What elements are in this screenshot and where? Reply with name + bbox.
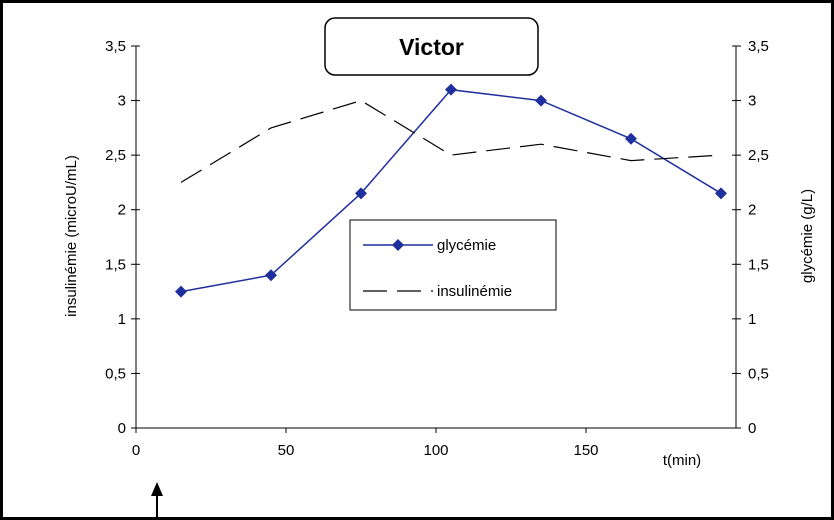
y-axis-label-right: glycémie (g/L) bbox=[799, 189, 816, 283]
y-tick-label-right: 1 bbox=[748, 311, 756, 328]
legend-insulinemie-label: insulinémie bbox=[437, 283, 512, 300]
data-point-glycemie bbox=[175, 285, 187, 298]
legend-glycemie-marker bbox=[392, 239, 404, 251]
plot-area: 0 00,5 0,51 11,5 1,52 22,5 2,53 33,5 3,50 50 100 15… bbox=[105, 38, 769, 459]
legend: glycémie insulinémie bbox=[349, 219, 557, 311]
y-tick-label-left: 3,5 bbox=[105, 38, 126, 55]
title-frame bbox=[324, 17, 539, 76]
y-axis-label-left: insulinémie (microU/mL) bbox=[63, 155, 80, 317]
data-point-glycemie bbox=[445, 83, 457, 96]
legend-box bbox=[349, 219, 557, 311]
title-box: Victor bbox=[324, 17, 539, 76]
y-tick-label-right: 2 bbox=[748, 202, 756, 219]
y-tick-label-left: 1,5 bbox=[105, 256, 126, 273]
x-tick-label: 0 bbox=[132, 442, 140, 459]
x-axis-label: t(min) bbox=[663, 452, 701, 469]
y-tick-label-right: 1,5 bbox=[748, 256, 769, 273]
data-point-glycemie bbox=[715, 187, 727, 200]
x-tick-label: 150 bbox=[573, 442, 598, 459]
data-point-glycemie bbox=[535, 94, 547, 107]
y-tick-label-right: 0,5 bbox=[748, 365, 769, 382]
y-tick-label-left: 3 bbox=[118, 93, 126, 110]
y-tick-label-right: 3,5 bbox=[748, 38, 769, 55]
x-tick-label: 50 bbox=[278, 442, 295, 459]
data-point-glycemie bbox=[265, 269, 277, 282]
chart-title: Victor bbox=[399, 34, 464, 60]
y-tick-label-left: 0,5 bbox=[105, 365, 126, 382]
y-tick-label-left: 1 bbox=[118, 311, 126, 328]
series-line-insulinemie bbox=[180, 99, 722, 183]
arrow-head bbox=[151, 482, 163, 496]
y-tick-label-right: 0 bbox=[748, 420, 756, 437]
legend-glycemie-label: glycémie bbox=[437, 237, 496, 254]
arrow-annotation bbox=[151, 482, 163, 520]
data-point-glycemie bbox=[355, 187, 367, 200]
y-tick-label-right: 3 bbox=[748, 93, 756, 110]
data-point-glycemie bbox=[625, 132, 637, 145]
y-tick-label-right: 2,5 bbox=[748, 147, 769, 164]
y-tick-label-left: 2 bbox=[118, 202, 126, 219]
y-tick-label-left: 0 bbox=[118, 420, 126, 437]
x-tick-label: 100 bbox=[423, 442, 448, 459]
y-tick-label-left: 2,5 bbox=[105, 147, 126, 164]
